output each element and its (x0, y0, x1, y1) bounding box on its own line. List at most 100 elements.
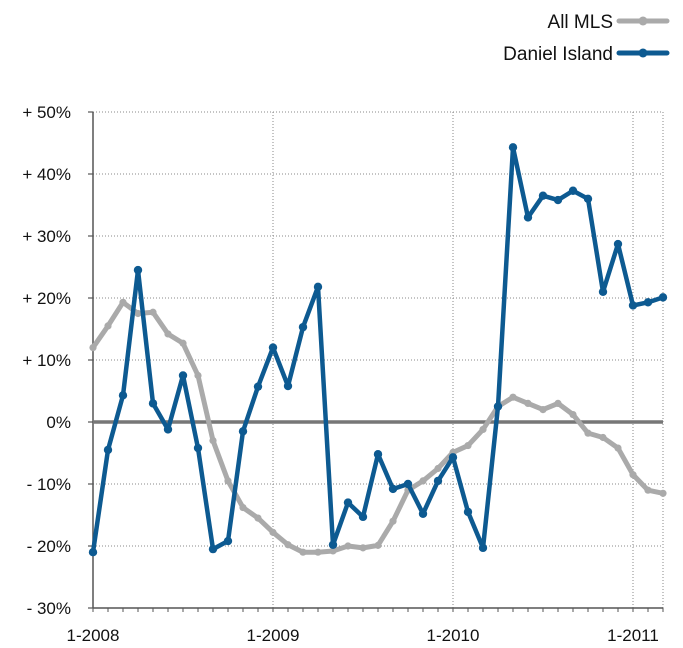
data-point (119, 298, 127, 306)
legend-label: Daniel Island (503, 44, 613, 65)
x-tick-label: 1-2011 (607, 626, 659, 645)
y-tick-label: + 40% (22, 165, 71, 184)
y-tick-label: + 10% (22, 351, 71, 370)
data-point (329, 547, 337, 555)
y-tick-label: + 30% (22, 227, 71, 246)
data-point (134, 309, 142, 318)
data-point (254, 514, 262, 522)
data-point (538, 191, 548, 200)
data-point (89, 344, 97, 352)
data-point (299, 548, 307, 556)
data-point (283, 381, 293, 391)
series-layer (88, 143, 668, 557)
data-point (194, 371, 202, 380)
data-point (568, 186, 578, 195)
data-point (599, 433, 607, 442)
data-point (374, 541, 382, 549)
axes: + 50% + 40% + 30% + 20% + 10% 0% - 10% - 20% - 3… (22, 103, 664, 645)
data-point (343, 498, 353, 507)
data-point (103, 445, 113, 455)
data-point (463, 507, 473, 517)
data-point (583, 194, 593, 203)
data-point (553, 195, 563, 205)
y-tick-label: + 50% (22, 103, 71, 122)
data-point (629, 471, 637, 479)
y-tick-label: - 20% (27, 537, 71, 556)
data-point (448, 453, 458, 462)
data-point (403, 479, 413, 489)
data-point (614, 444, 622, 452)
data-point (539, 406, 547, 414)
series-all-mls (89, 298, 667, 556)
x-tick-label: 1-2008 (67, 626, 120, 645)
data-point (358, 512, 368, 522)
y-tick-label: + 20% (22, 289, 71, 308)
data-point (208, 544, 218, 554)
data-point (223, 536, 233, 546)
y-tick-label: 0% (46, 413, 71, 432)
data-point (554, 399, 562, 407)
data-point (613, 239, 623, 249)
data-point (178, 371, 188, 380)
data-point (284, 541, 292, 549)
data-point (268, 343, 278, 352)
data-point (313, 282, 323, 292)
data-point (104, 322, 112, 330)
data-point (434, 464, 442, 473)
data-point (179, 339, 187, 347)
data-point (389, 517, 397, 525)
data-point (508, 143, 518, 152)
data-point (644, 486, 652, 494)
data-point (149, 308, 157, 316)
data-point (328, 540, 338, 549)
data-point (478, 543, 488, 553)
data-point (298, 322, 308, 332)
series-daniel-island (88, 143, 668, 557)
data-point (523, 213, 533, 222)
y-tick-label: - 30% (27, 599, 71, 618)
data-point (373, 450, 383, 459)
data-point (658, 293, 668, 302)
data-point (388, 484, 398, 494)
x-tick-label: 1-2010 (427, 626, 480, 645)
data-point (584, 429, 592, 437)
data-point (479, 425, 487, 434)
series-line (90, 299, 666, 555)
data-point (88, 548, 98, 557)
data-point (148, 399, 158, 408)
data-point (509, 393, 517, 401)
data-point (163, 425, 173, 434)
data-point (569, 410, 577, 419)
data-point (344, 542, 352, 550)
data-point (659, 489, 667, 497)
data-point (418, 509, 428, 518)
data-point (493, 402, 503, 411)
data-point (598, 287, 608, 296)
data-point (239, 503, 247, 512)
data-point (419, 477, 427, 485)
data-point (464, 441, 472, 450)
series-line (90, 145, 666, 555)
data-point (643, 298, 653, 307)
data-point (193, 443, 203, 453)
data-point (238, 427, 248, 436)
data-point (133, 265, 143, 275)
legend-label: All MLS (548, 12, 613, 33)
data-point (359, 544, 367, 552)
legend-swatch-marker (638, 16, 648, 26)
x-tick-label: 1-2009 (247, 626, 300, 645)
y-tick-label: - 10% (27, 475, 71, 494)
data-point (628, 301, 638, 310)
data-point (524, 399, 532, 407)
data-point (118, 391, 128, 400)
legend: All MLS Daniel Island (503, 12, 670, 65)
legend-swatch-marker (638, 48, 648, 58)
data-point (253, 382, 263, 391)
data-point (209, 437, 217, 445)
grid (93, 111, 664, 609)
data-point (269, 528, 277, 536)
data-point (314, 548, 322, 556)
data-point (433, 476, 443, 486)
data-point (224, 477, 232, 485)
